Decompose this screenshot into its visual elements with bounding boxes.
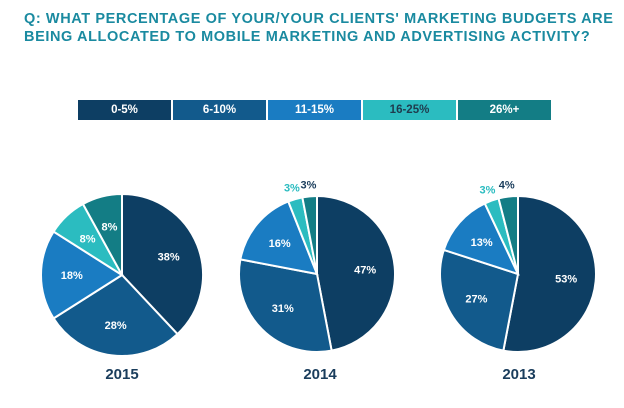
pie-2015-slice-11-15% <box>40 230 124 320</box>
pie-2015-slice-26%+ <box>81 192 123 276</box>
pie-2013-label-26%+: 4% <box>499 180 515 192</box>
pie-2013-label-16-25%: 3% <box>480 184 496 196</box>
pie-2014-label-26%+: 3% <box>301 179 317 191</box>
pie-2015-label-6-10%: 28% <box>105 320 127 332</box>
pie-2013-slice-26%+ <box>497 194 519 275</box>
pie-2013-label-11-15%: 13% <box>471 237 493 249</box>
legend-item-26-plus: 26%+ <box>458 100 551 120</box>
pie-2013-label-0-5%: 53% <box>555 274 577 286</box>
legend-item-11-15: 11-15% <box>268 100 361 120</box>
pie-2014-label-0-5%: 47% <box>354 264 376 276</box>
pie-2015-slice-6-10% <box>52 273 179 357</box>
pie-2014-slice-0-5% <box>316 194 397 352</box>
legend-item-6-10: 6-10% <box>173 100 266 120</box>
year-label-2015: 2015 <box>105 366 139 383</box>
legend-item-0-5: 0-5% <box>78 100 171 120</box>
pie-2013-slice-6-10% <box>439 248 520 352</box>
pie-2014-slice-26%+ <box>301 194 318 275</box>
pie-2014-label-6-10%: 31% <box>272 303 294 315</box>
legend-item-16-25: 16-25% <box>363 100 456 120</box>
pie-2014-label-16-25%: 3% <box>284 183 300 195</box>
pie-2014-label-11-15%: 16% <box>269 238 291 250</box>
year-label-2014: 2014 <box>303 366 337 383</box>
pie-2013-label-6-10%: 27% <box>465 294 487 306</box>
pie-2015-label-26%+: 8% <box>102 221 118 233</box>
pie-2014-slice-6-10% <box>237 258 333 354</box>
pie-2013-slice-0-5% <box>502 194 597 353</box>
year-label-2013: 2013 <box>502 366 536 383</box>
pie-2013-slice-11-15% <box>442 202 520 276</box>
pie-2014-slice-11-15% <box>239 200 319 276</box>
legend: 0-5% 6-10% 11-15% 16-25% 26%+ <box>78 100 553 120</box>
chart-question-title: Q: WHAT PERCENTAGE OF YOUR/YOUR CLIENTS'… <box>24 11 614 45</box>
pie-2015-label-11-15%: 18% <box>61 270 83 282</box>
pie-2015-label-16-25%: 8% <box>80 233 96 245</box>
pie-2015-label-0-5%: 38% <box>158 252 180 264</box>
pie-2015-slice-0-5% <box>121 192 205 336</box>
